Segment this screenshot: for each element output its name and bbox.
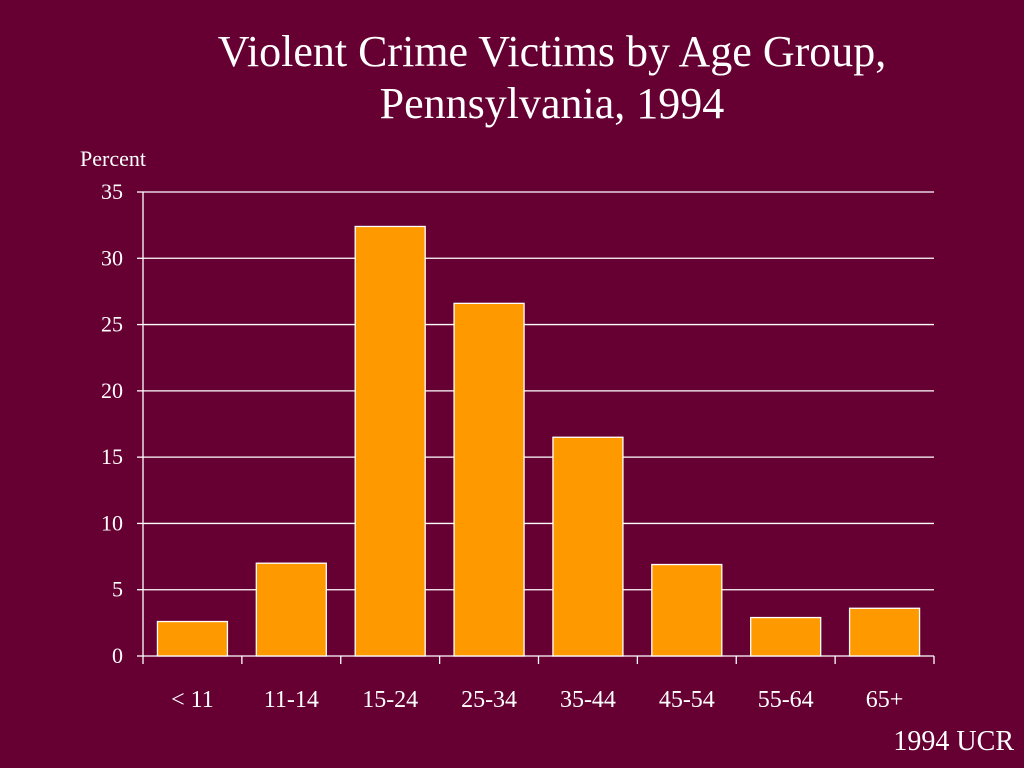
x-tick-label: 11-14 bbox=[264, 687, 319, 713]
y-tick-label: 30 bbox=[101, 245, 123, 270]
chart-title-line-1: Violent Crime Victims by Age Group, bbox=[217, 27, 887, 76]
y-tick-label: 20 bbox=[101, 378, 123, 403]
y-tick-label: 35 bbox=[101, 179, 123, 204]
source-note: 1994 UCR bbox=[893, 726, 1014, 757]
x-tick-label: < 11 bbox=[171, 687, 214, 713]
y-tick-label: 0 bbox=[112, 643, 123, 668]
bar-6 bbox=[651, 563, 723, 657]
y-tick-label: 15 bbox=[101, 444, 123, 469]
bar-7 bbox=[750, 616, 822, 657]
y-axis-label: Percent bbox=[80, 146, 146, 171]
y-tick-label: 25 bbox=[101, 312, 123, 337]
bar-8 bbox=[848, 607, 921, 657]
x-tick-label: 45-54 bbox=[659, 687, 715, 713]
x-tick-label: 15-24 bbox=[362, 687, 418, 713]
x-tick-label: 35-44 bbox=[560, 687, 616, 713]
bar-1 bbox=[156, 620, 229, 657]
bar-2 bbox=[255, 562, 327, 657]
x-tick-label: 65+ bbox=[866, 687, 904, 713]
x-tick-label: 55-64 bbox=[758, 687, 814, 713]
bar-4 bbox=[453, 302, 525, 657]
chart-title: Violent Crime Victims by Age Group, Penn… bbox=[20, 26, 1024, 130]
y-tick-label: 5 bbox=[112, 577, 123, 602]
chart-title-line-2: Pennsylvania, 1994 bbox=[379, 79, 725, 128]
y-tick-label: 10 bbox=[101, 510, 123, 535]
bar-3 bbox=[354, 225, 426, 657]
x-tick-label: 25-34 bbox=[461, 687, 517, 713]
bar-5 bbox=[552, 436, 624, 657]
